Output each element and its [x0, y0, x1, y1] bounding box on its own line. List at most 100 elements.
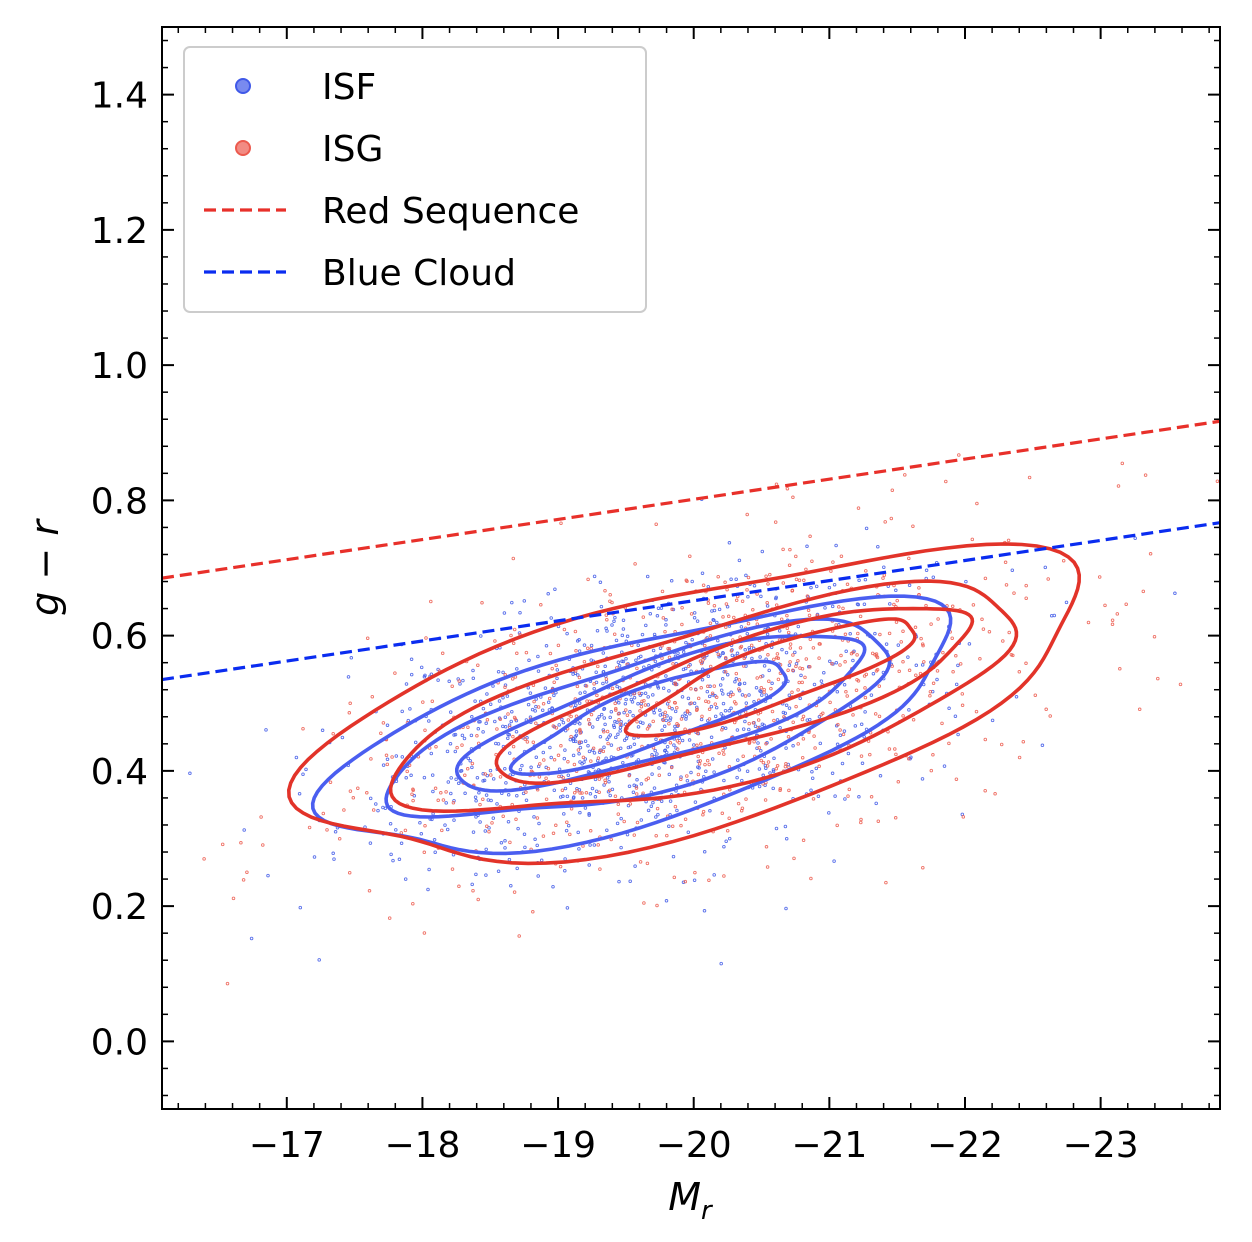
scatter-point	[947, 706, 951, 711]
scatter-point	[841, 732, 846, 737]
scatter-point	[833, 794, 837, 798]
scatter-point	[804, 657, 809, 661]
scatter-point	[245, 870, 249, 874]
scatter-point	[856, 506, 861, 510]
scatter-point	[599, 604, 604, 609]
scatter-point	[681, 880, 686, 884]
scatter-point	[517, 934, 521, 938]
scatter-point	[680, 605, 684, 610]
scatter-point	[556, 643, 561, 648]
scatter-point	[483, 772, 487, 776]
scatter-point	[659, 799, 664, 803]
red-sequence-line	[162, 419, 1220, 580]
scatter-point	[645, 727, 650, 731]
scatter-point	[349, 656, 354, 660]
scatter-point	[843, 632, 848, 637]
scatter-point	[862, 602, 867, 606]
scatter-point	[960, 703, 965, 708]
scatter-point	[734, 676, 739, 681]
scatter-point	[578, 810, 582, 815]
scatter-point	[562, 627, 567, 632]
scatter-point	[440, 828, 444, 833]
scatter-point	[409, 672, 414, 677]
blue-cloud-line	[162, 521, 1220, 682]
scatter-point	[533, 837, 537, 842]
scatter-point	[839, 554, 844, 558]
scatter-point	[654, 815, 658, 819]
scatter-point	[687, 738, 692, 742]
scatter-point	[696, 772, 701, 777]
scatter-point	[832, 859, 836, 863]
scatter-point	[747, 721, 751, 726]
scatter-point	[741, 727, 746, 731]
scatter-point	[593, 795, 598, 799]
scatter-point	[582, 643, 587, 647]
scatter-point	[878, 632, 882, 637]
scatter-point	[433, 850, 437, 854]
scatter-point	[869, 795, 874, 799]
scatter-point	[574, 714, 579, 718]
scatter-point	[578, 745, 583, 750]
scatter-point	[429, 599, 433, 604]
scatter-point	[679, 777, 683, 781]
scatter-point	[641, 615, 646, 619]
scatter-point	[616, 812, 621, 816]
x-tick-label: −23	[1063, 1125, 1139, 1166]
scatter-point	[940, 721, 944, 726]
scatter-point	[759, 685, 764, 690]
scatter-point	[721, 748, 725, 753]
scatter-point	[576, 748, 581, 752]
scatter-point	[559, 521, 563, 525]
scatter-point	[655, 752, 659, 756]
scatter-point	[587, 722, 592, 726]
scatter-point	[617, 686, 622, 690]
scatter-point	[432, 838, 437, 842]
scatter-point	[422, 850, 427, 855]
scatter-point	[621, 659, 626, 664]
scatter-point	[729, 690, 733, 694]
scatter-point	[450, 867, 455, 871]
scatter-point	[476, 727, 481, 731]
scatter-point	[843, 797, 847, 801]
scatter-point	[603, 588, 607, 593]
scatter-point	[954, 777, 959, 781]
scatter-point	[881, 576, 885, 580]
scatter-point	[463, 791, 467, 796]
scatter-point	[896, 780, 901, 784]
scatter-point	[689, 770, 693, 775]
scatter-point	[261, 843, 265, 847]
scatter-point	[642, 901, 646, 905]
scatter-point	[742, 656, 747, 661]
scatter-point	[546, 592, 550, 596]
scatter-point	[516, 826, 520, 831]
scatter-point	[504, 781, 508, 785]
scatter-point	[266, 873, 270, 878]
scatter-point	[644, 623, 648, 628]
scatter-point	[537, 821, 541, 826]
scatter-point	[744, 701, 749, 705]
scatter-point	[524, 798, 529, 802]
scatter-point	[484, 793, 489, 797]
scatter-point	[665, 702, 670, 706]
scatter-point	[624, 708, 628, 712]
scatter-point	[836, 722, 840, 727]
scatter-point	[874, 652, 879, 656]
scatter-point	[841, 606, 845, 611]
scatter-point	[662, 714, 667, 719]
scatter-point	[798, 646, 803, 650]
scatter-point	[811, 646, 816, 650]
scatter-point	[484, 847, 488, 852]
scatter-point	[446, 780, 451, 784]
scatter-point	[565, 820, 569, 824]
scatter-point	[512, 627, 517, 632]
scatter-point	[805, 594, 810, 598]
scatter-point	[650, 772, 654, 776]
scatter-point	[479, 634, 483, 638]
scatter-point	[465, 767, 470, 771]
scatter-point	[657, 766, 661, 770]
scatter-point	[725, 672, 730, 677]
scatter-point	[771, 769, 776, 774]
scatter-point	[541, 702, 546, 706]
scatter-point	[999, 742, 1004, 747]
scatter-point	[830, 771, 835, 776]
